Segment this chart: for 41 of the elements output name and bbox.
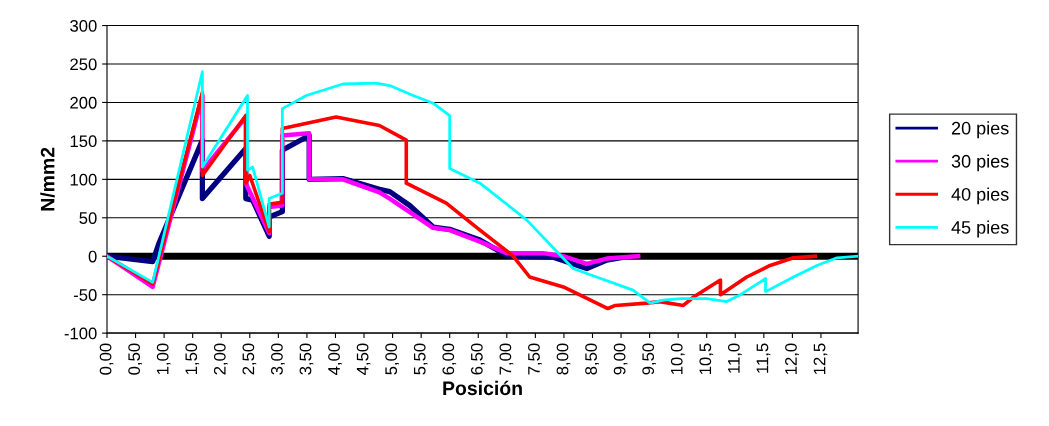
x-tick-label: 11,5 bbox=[756, 343, 771, 373]
x-tick-label: 10,5 bbox=[699, 343, 714, 375]
x-tick-label: 11,0 bbox=[727, 343, 742, 373]
x-tick-label: 8,00 bbox=[556, 343, 571, 375]
x-tick-label: 0,00 bbox=[99, 343, 114, 375]
x-tick-label: 3,50 bbox=[299, 343, 314, 375]
legend-label: 45 pies bbox=[951, 220, 1009, 238]
y-tick-label: 50 bbox=[79, 212, 97, 224]
x-tick-label: 5,00 bbox=[385, 343, 400, 375]
x-tick-label: 3,00 bbox=[271, 343, 285, 375]
x-axis-title: Posición bbox=[443, 380, 522, 396]
x-tick-label: 10,0 bbox=[670, 343, 685, 375]
y-tick-label: 100 bbox=[70, 173, 97, 186]
x-tick-label: 0,50 bbox=[128, 343, 142, 375]
x-tick-label: 6,00 bbox=[442, 343, 457, 375]
x-tick-label: 9,00 bbox=[613, 343, 628, 375]
legend-label: 20 pies bbox=[951, 121, 1009, 139]
x-tick-label: 9,50 bbox=[642, 343, 657, 375]
y-axis-title: N/mm2 bbox=[40, 147, 55, 211]
x-tick-label: 1,00 bbox=[156, 343, 171, 375]
x-tick-label: 7,50 bbox=[528, 343, 542, 375]
y-tick-label: 0 bbox=[88, 250, 97, 263]
x-tick-label: 1,50 bbox=[185, 343, 200, 375]
y-tick-label: -100 bbox=[64, 327, 97, 340]
y-tick-label: 200 bbox=[70, 96, 97, 109]
x-tick-label: 6,50 bbox=[470, 343, 485, 375]
legend-label: 30 pies bbox=[951, 154, 1009, 172]
y-tick-label: 150 bbox=[70, 135, 97, 148]
x-tick-label: 2,00 bbox=[213, 343, 228, 375]
y-tick-label: -50 bbox=[73, 289, 97, 301]
y-tick-label: 300 bbox=[70, 19, 97, 32]
x-tick-label: 12,5 bbox=[813, 343, 828, 375]
y-tick-label: 250 bbox=[70, 58, 97, 71]
x-tick-label: 5,50 bbox=[413, 343, 428, 375]
x-tick-label: 12,0 bbox=[785, 343, 799, 375]
x-tick-label: 8,50 bbox=[585, 343, 599, 375]
x-tick-label: 7,00 bbox=[499, 343, 514, 375]
x-tick-label: 2,50 bbox=[242, 343, 257, 375]
x-tick-label: 4,00 bbox=[328, 343, 342, 375]
legend-label: 40 pies bbox=[951, 187, 1009, 205]
x-tick-label: 4,50 bbox=[356, 343, 371, 375]
